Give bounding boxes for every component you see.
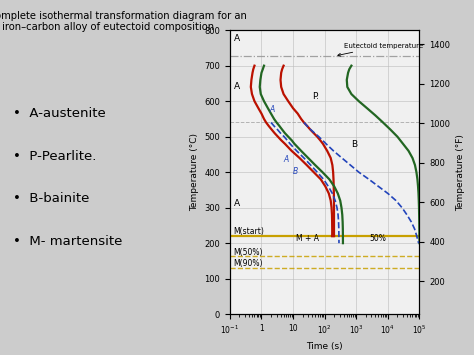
- Text: A: A: [270, 105, 275, 114]
- Text: B: B: [351, 140, 357, 149]
- X-axis label: Time (s): Time (s): [306, 342, 343, 351]
- Text: •  B-bainite: • B-bainite: [13, 192, 89, 205]
- Text: M(50%): M(50%): [234, 247, 263, 257]
- Text: 50%: 50%: [369, 234, 386, 243]
- Text: P.: P.: [312, 92, 319, 102]
- Text: M(start): M(start): [234, 227, 264, 236]
- Text: A: A: [283, 154, 289, 164]
- Text: M(90%): M(90%): [234, 259, 263, 268]
- Text: •  M- martensite: • M- martensite: [13, 235, 122, 248]
- Text: A: A: [234, 82, 240, 91]
- Text: A: A: [234, 199, 240, 208]
- Y-axis label: Temperature (°C): Temperature (°C): [190, 133, 199, 211]
- Text: The complete isothermal transformation diagram for an
iron–carbon alloy of eutec: The complete isothermal transformation d…: [0, 11, 247, 32]
- Text: •  P-Pearlite.: • P-Pearlite.: [13, 150, 96, 163]
- Text: M + A: M + A: [296, 234, 319, 243]
- Y-axis label: Temperature (°F): Temperature (°F): [456, 134, 465, 211]
- Text: B: B: [293, 167, 298, 176]
- Text: Eutectoid temperature: Eutectoid temperature: [338, 43, 423, 56]
- Text: •  A-austenite: • A-austenite: [13, 107, 106, 120]
- Text: A: A: [234, 34, 240, 43]
